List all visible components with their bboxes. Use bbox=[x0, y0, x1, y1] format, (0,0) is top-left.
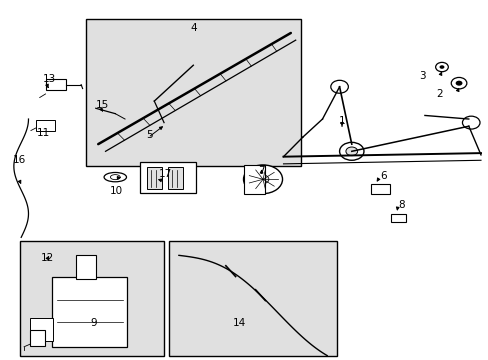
Bar bbox=[76, 255, 96, 279]
Bar bbox=[370, 184, 389, 194]
Bar bbox=[30, 318, 53, 341]
Bar bbox=[30, 329, 44, 346]
Bar bbox=[168, 241, 336, 356]
Bar bbox=[86, 19, 300, 166]
Circle shape bbox=[345, 147, 357, 156]
Bar bbox=[140, 162, 195, 193]
Text: 16: 16 bbox=[13, 154, 26, 165]
Circle shape bbox=[462, 116, 479, 129]
Text: 1: 1 bbox=[338, 116, 345, 126]
Bar bbox=[20, 241, 163, 356]
Ellipse shape bbox=[104, 172, 126, 182]
Circle shape bbox=[455, 81, 462, 86]
Text: 5: 5 bbox=[146, 130, 152, 140]
Bar bbox=[244, 165, 264, 194]
Bar bbox=[167, 167, 182, 189]
Circle shape bbox=[439, 65, 444, 69]
Bar bbox=[45, 79, 66, 90]
Circle shape bbox=[243, 165, 282, 194]
Circle shape bbox=[339, 142, 363, 160]
Text: 2: 2 bbox=[435, 89, 442, 99]
Text: 9: 9 bbox=[90, 319, 97, 328]
Bar bbox=[52, 277, 127, 347]
Text: 14: 14 bbox=[232, 319, 246, 328]
Bar bbox=[36, 121, 55, 131]
Text: 7: 7 bbox=[258, 166, 264, 176]
Text: 8: 8 bbox=[397, 200, 404, 210]
Circle shape bbox=[257, 175, 268, 184]
Text: 4: 4 bbox=[190, 23, 196, 33]
Bar bbox=[390, 214, 406, 222]
Text: 12: 12 bbox=[41, 253, 54, 263]
Circle shape bbox=[330, 80, 347, 93]
Text: 13: 13 bbox=[43, 74, 56, 84]
Text: 11: 11 bbox=[37, 128, 50, 138]
Text: 10: 10 bbox=[110, 186, 123, 196]
Bar bbox=[147, 167, 161, 189]
Text: 3: 3 bbox=[418, 71, 425, 81]
Text: 6: 6 bbox=[379, 171, 386, 181]
Text: 15: 15 bbox=[95, 100, 108, 111]
Text: 17: 17 bbox=[159, 169, 172, 179]
